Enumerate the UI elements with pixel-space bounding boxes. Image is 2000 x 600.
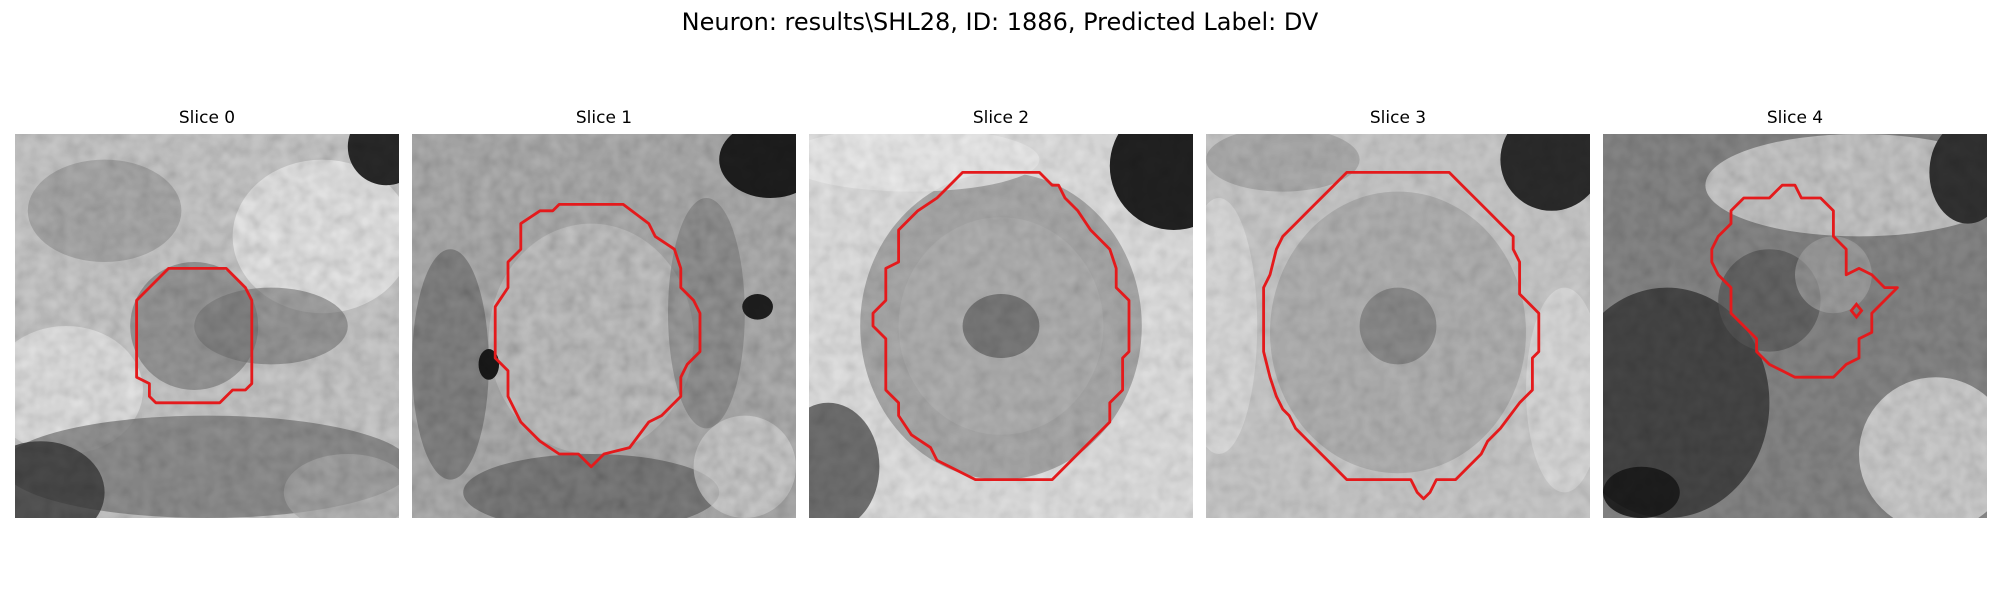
small-contour [1849, 301, 1864, 320]
microscopy-image-1 [412, 134, 796, 518]
microscopy-image-3 [1206, 134, 1590, 518]
slice-panel-0: Slice 0 [15, 106, 399, 518]
neuron-contour [1710, 183, 1899, 379]
slice-panel-2: Slice 2 [809, 106, 1193, 518]
slice-panel-3: Slice 3 [1206, 106, 1590, 518]
slice-title-4: Slice 4 [1766, 108, 1824, 128]
neuron-contour [871, 170, 1131, 482]
slice-title-3: Slice 3 [1369, 108, 1427, 128]
microscopy-image-0 [15, 134, 399, 518]
slice-title-1: Slice 1 [575, 108, 633, 128]
microscopy-image-4 [1603, 134, 1987, 518]
microscopy-image-2 [809, 134, 1193, 518]
figure-title: Neuron: results\SHL28, ID: 1886, Predict… [681, 8, 1319, 36]
neuron-contour [493, 202, 702, 469]
slice-title-2: Slice 2 [972, 108, 1030, 128]
slice-panel-4: Slice 4 [1603, 106, 1987, 518]
slice-title-0: Slice 0 [178, 108, 236, 128]
neuron-contour [1262, 170, 1541, 501]
neuron-contour [135, 266, 254, 405]
slice-panel-1: Slice 1 [412, 106, 796, 518]
